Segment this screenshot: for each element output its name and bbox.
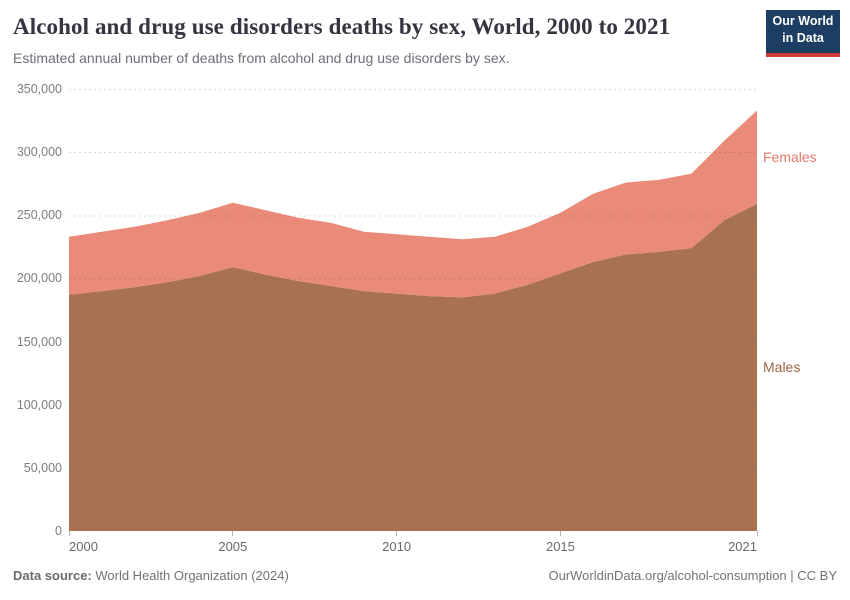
chart-subtitle: Estimated annual number of deaths from a… [13,50,510,66]
x-axis-label: 2015 [545,539,575,554]
y-axis-label: 150,000 [16,334,62,349]
y-axis-label: 50,000 [23,460,62,475]
y-axis-label: 350,000 [16,82,62,96]
x-axis-label: 2021 [728,539,757,554]
stacked-area-chart[interactable] [69,89,757,531]
x-axis-tick [559,531,561,536]
y-axis-label: 250,000 [16,208,62,223]
females-area[interactable] [69,110,757,298]
legend-label-males[interactable]: Males [763,359,801,375]
chart-title: Alcohol and drug use disorders deaths by… [13,14,671,39]
x-axis-tick [396,531,398,536]
x-axis-tick [68,531,70,536]
x-axis-label: 2005 [218,539,248,554]
x-axis-label: 2000 [69,539,98,554]
legend-label-females[interactable]: Females [763,149,817,165]
data-source-value: World Health Organization (2024) [91,568,289,583]
x-axis-tick [756,531,758,536]
y-axis-label: 300,000 [16,145,62,160]
plot-area[interactable] [69,89,757,531]
y-axis-label: 200,000 [16,271,62,286]
x-axis-tick [232,531,234,536]
males-area[interactable] [69,203,757,531]
x-axis-label: 2010 [382,539,412,554]
footer-link[interactable]: OurWorldinData.org/alcohol-consumption |… [548,568,837,583]
owid-logo-line2: in Data [782,31,824,45]
data-source: Data source: World Health Organization (… [13,568,289,583]
data-source-label: Data source: [13,568,92,583]
owid-logo-line1: Our World [772,14,834,28]
y-axis-label: 0 [55,524,62,538]
y-axis-label: 100,000 [16,397,62,412]
owid-logo[interactable]: Our World in Data [766,10,840,57]
